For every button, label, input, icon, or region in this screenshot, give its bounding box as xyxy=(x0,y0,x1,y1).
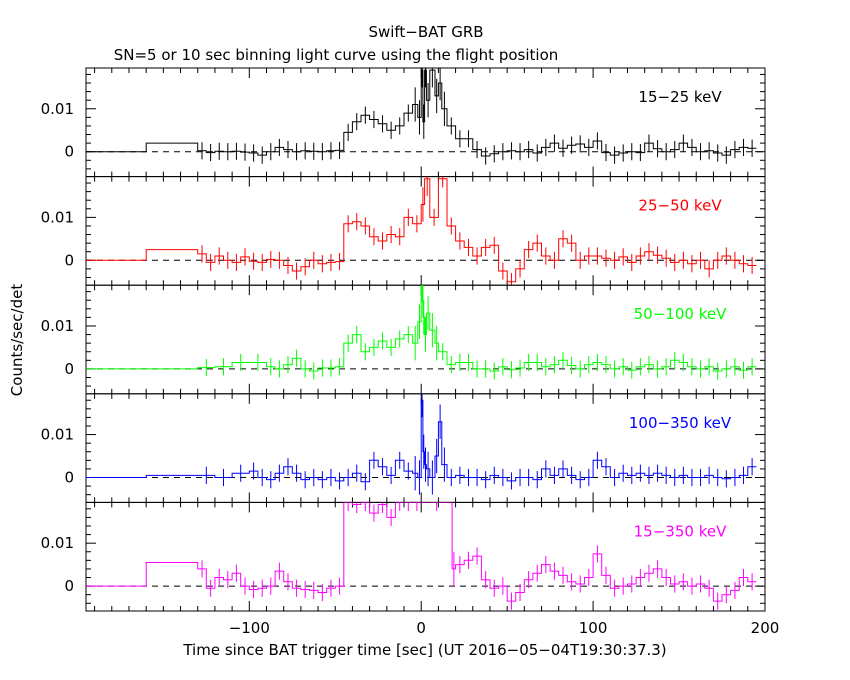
series-group xyxy=(86,68,757,165)
y-tick-label: 0 xyxy=(64,360,74,378)
band-label: 15−350 keV xyxy=(634,522,727,540)
x-tick-label: 100 xyxy=(579,619,608,637)
band-label: 50−100 keV xyxy=(634,305,727,323)
x-tick-label: 200 xyxy=(751,619,780,637)
y-tick-label: 0.01 xyxy=(41,100,74,118)
series-group xyxy=(86,502,757,610)
series-line xyxy=(86,178,757,283)
panel-2: 0 0.01 50−100 keV xyxy=(41,284,766,395)
series-line xyxy=(86,69,757,157)
panel-0: 0 0.01 15−25 keV xyxy=(41,67,766,178)
y-tick-label: 0 xyxy=(64,143,74,161)
y-axis-label: Counts/sec/det xyxy=(8,284,26,397)
panel-4: 0 0.01 15−350 keV xyxy=(41,501,766,612)
series-group xyxy=(86,285,757,380)
band-label: 25−50 keV xyxy=(638,197,722,215)
y-tick-label: 0.01 xyxy=(41,317,74,335)
band-label: 15−25 keV xyxy=(638,88,722,106)
y-tick-label: 0 xyxy=(64,577,74,595)
series-group xyxy=(86,176,757,286)
y-tick-label: 0.01 xyxy=(41,208,74,226)
y-tick-label: 0.01 xyxy=(41,426,74,444)
y-tick-label: 0 xyxy=(64,469,74,487)
x-tick-label: −100 xyxy=(229,619,270,637)
series-group xyxy=(86,393,757,495)
y-tick-label: 0 xyxy=(64,251,74,269)
band-label: 100−350 keV xyxy=(629,414,732,432)
series-line xyxy=(86,502,757,602)
panel-1: 0 0.01 25−50 keV xyxy=(41,176,766,286)
panels-group: 0 0.01 15−25 keV 0 0.01 25−50 keV 0 0.01 50−100 … xyxy=(41,67,780,637)
x-tick-label: 0 xyxy=(416,619,426,637)
y-tick-label: 0.01 xyxy=(41,534,74,552)
x-axis-label: Time since BAT trigger time [sec] (UT 20… xyxy=(182,641,666,659)
chart-subtitle: SN=5 or 10 sec binning light curve using… xyxy=(114,46,559,64)
chart-title: Swift−BAT GRB xyxy=(368,23,483,41)
